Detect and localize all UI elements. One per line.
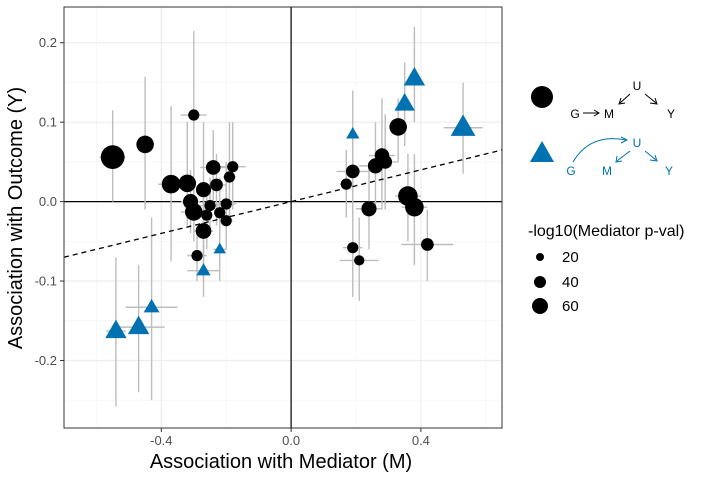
data-point-circle <box>195 182 212 198</box>
data-point-circle <box>389 118 407 136</box>
data-point-triangle <box>143 298 160 313</box>
size-legend-key-60 <box>532 298 548 314</box>
y-axis-title: Association with Outcome (Y) <box>5 87 27 349</box>
data-point-circle <box>161 174 181 194</box>
x-tick-label: -0.4 <box>150 433 172 448</box>
data-point-circle <box>178 174 197 193</box>
data-point-circle <box>220 198 232 210</box>
data-point-circle <box>223 171 236 183</box>
data-point-circle <box>214 207 226 219</box>
dag1-node-m: M <box>604 107 614 121</box>
shape-legend: U G M Y G U M Y <box>530 79 675 178</box>
data-point-circle <box>205 160 221 175</box>
x-axis-title: Association with Mediator (M) <box>150 451 412 473</box>
data-point-triangle <box>196 263 211 276</box>
data-point-circle <box>100 145 125 170</box>
data-point-circle <box>195 223 212 239</box>
legend-triangle-key <box>530 141 554 162</box>
y-tick-label: 0.2 <box>39 35 57 50</box>
data-point-circle <box>347 242 359 254</box>
size-legend-label-60: 60 <box>562 298 579 315</box>
data-point-circle <box>361 201 377 217</box>
data-point-triangle <box>450 114 476 136</box>
data-point-circle <box>185 203 203 221</box>
size-legend-title: -log10(Mediator p-val) <box>528 223 685 240</box>
y-tick-label: 0.1 <box>39 115 57 130</box>
y-tick-label: 0.0 <box>39 194 57 209</box>
dag1-node-y: Y <box>667 107 675 121</box>
dag2-arrows <box>572 136 658 163</box>
data-point-circle <box>220 215 232 227</box>
size-legend-key-40 <box>534 276 546 288</box>
dashed-trend-line <box>63 149 503 258</box>
data-point-circle <box>345 164 360 179</box>
legend-dag-observed: U G M Y <box>570 79 675 121</box>
data-point-circle <box>210 178 223 192</box>
data-point-triangle <box>346 127 360 139</box>
data-point-circle <box>421 238 434 251</box>
legend-circle-key <box>531 86 553 108</box>
x-tick-label: 0.0 <box>282 433 300 448</box>
data-point-triangle <box>394 92 415 111</box>
dag2-node-u: U <box>633 136 642 150</box>
legend-dag-confounded: G U M Y <box>566 136 673 178</box>
reference-lines <box>64 7 502 428</box>
panel-border <box>63 6 503 429</box>
dag2-node-y: Y <box>665 164 673 178</box>
data-point-triangle <box>105 319 127 339</box>
dag1-node-u: U <box>633 79 642 93</box>
size-legend: -log10(Mediator p-val) 20 40 60 <box>528 223 685 315</box>
data-point-triangle <box>213 242 226 254</box>
data-point-circle <box>191 250 203 262</box>
size-legend-label-40: 40 <box>562 274 579 291</box>
dag1-node-g: G <box>570 107 579 121</box>
data-point-circle <box>188 109 200 121</box>
size-legend-key-20 <box>536 253 544 261</box>
data-point-circle <box>227 161 239 173</box>
data-point-circle <box>405 197 424 217</box>
x-tick-label: 0.4 <box>412 433 430 448</box>
data-marks <box>100 67 476 339</box>
data-point-circle <box>201 209 213 221</box>
dag1-arrows <box>583 93 658 117</box>
y-axis: -0.2 -0.1 0.0 0.1 0.2 <box>35 35 64 368</box>
data-point-circle <box>204 199 216 212</box>
panel <box>63 6 503 429</box>
data-point-triangle <box>127 315 150 335</box>
y-tick-label: -0.2 <box>35 353 57 368</box>
dag2-node-g: G <box>566 164 575 178</box>
size-legend-label-20: 20 <box>562 249 579 266</box>
data-point-circle <box>340 178 352 190</box>
data-point-circle <box>354 255 365 266</box>
y-tick-label: -0.1 <box>35 274 57 289</box>
x-axis: -0.4 0.0 0.4 <box>150 428 430 448</box>
data-point-circle <box>378 155 393 169</box>
data-point-triangle <box>403 67 426 86</box>
dag2-node-m: M <box>602 164 612 178</box>
panel-background <box>64 7 502 428</box>
data-point-circle <box>136 135 154 154</box>
